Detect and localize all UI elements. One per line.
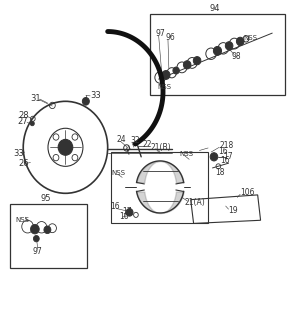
Circle shape xyxy=(34,236,39,242)
Text: 28: 28 xyxy=(19,111,29,120)
Circle shape xyxy=(44,226,51,234)
Bar xyxy=(111,152,208,223)
Circle shape xyxy=(58,140,73,155)
Text: 94: 94 xyxy=(209,4,220,13)
Text: 26: 26 xyxy=(19,159,29,168)
Circle shape xyxy=(31,224,39,234)
Text: NSS: NSS xyxy=(179,151,193,157)
Text: 32: 32 xyxy=(131,136,140,146)
Text: 27: 27 xyxy=(17,117,28,126)
Text: 21(B): 21(B) xyxy=(151,143,171,152)
Text: NSS: NSS xyxy=(15,217,29,223)
Bar xyxy=(150,14,285,95)
Text: 16: 16 xyxy=(119,212,129,221)
Circle shape xyxy=(225,42,233,50)
Circle shape xyxy=(173,67,179,74)
Text: 33: 33 xyxy=(13,148,24,157)
Text: 18: 18 xyxy=(216,168,225,177)
Circle shape xyxy=(193,57,201,65)
Circle shape xyxy=(236,37,244,45)
Text: NSS: NSS xyxy=(111,170,126,176)
Text: 22: 22 xyxy=(142,140,151,148)
Text: 97: 97 xyxy=(33,247,43,257)
Circle shape xyxy=(162,70,170,79)
Text: 31: 31 xyxy=(31,94,41,103)
Text: 33: 33 xyxy=(90,92,101,100)
Circle shape xyxy=(30,121,34,126)
Text: 17: 17 xyxy=(122,207,132,216)
Text: 16: 16 xyxy=(218,147,228,156)
Circle shape xyxy=(82,98,89,105)
Text: 19: 19 xyxy=(228,206,238,215)
Text: NSS: NSS xyxy=(243,35,257,41)
Circle shape xyxy=(63,144,69,150)
Text: 98: 98 xyxy=(231,52,241,61)
Text: 17: 17 xyxy=(223,152,233,161)
Text: 16: 16 xyxy=(111,203,120,212)
Text: 95: 95 xyxy=(41,194,51,203)
Circle shape xyxy=(126,209,133,216)
Circle shape xyxy=(213,46,222,55)
Text: 106: 106 xyxy=(240,188,255,197)
Text: 96: 96 xyxy=(166,33,176,42)
Circle shape xyxy=(210,153,218,161)
Text: 218: 218 xyxy=(219,141,233,150)
Text: 16: 16 xyxy=(220,156,229,165)
Bar xyxy=(10,204,87,268)
Text: 97: 97 xyxy=(156,28,166,38)
Text: NSS: NSS xyxy=(157,84,171,90)
Text: 24: 24 xyxy=(116,135,126,144)
Circle shape xyxy=(183,61,191,69)
Text: 21(A): 21(A) xyxy=(185,198,206,207)
